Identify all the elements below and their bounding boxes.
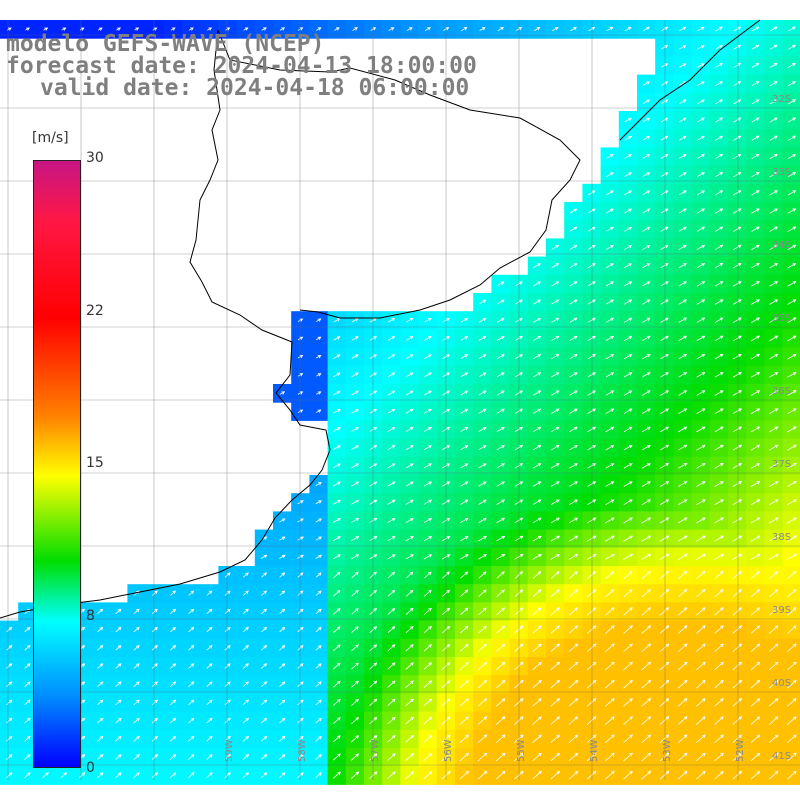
colorbar-tick-15: 15 bbox=[86, 455, 104, 471]
colorbar-tick-0: 0 bbox=[86, 760, 95, 776]
lon-label: 56W bbox=[443, 739, 454, 762]
forecast-date: forecast date: 2024-04-13 18:00:00 bbox=[6, 53, 477, 79]
colorbar-tick-30: 30 bbox=[86, 150, 104, 166]
lat-label: 41S bbox=[772, 751, 791, 762]
valid-date: valid date: 2024-04-18 06:00:00 bbox=[40, 75, 470, 101]
lat-label: 39S bbox=[772, 605, 791, 616]
lon-label: 55W bbox=[516, 739, 527, 762]
lon-label: 54W bbox=[589, 739, 600, 762]
lat-label: 36S bbox=[772, 386, 791, 397]
lon-label: 57W bbox=[370, 739, 381, 762]
colorbar-tick-22: 22 bbox=[86, 303, 104, 319]
colorbar bbox=[33, 160, 81, 768]
lat-label: 37S bbox=[772, 459, 791, 470]
lat-lon-grid bbox=[0, 20, 800, 780]
lat-label: 35S bbox=[772, 313, 791, 324]
lat-label: 32S bbox=[772, 94, 791, 105]
colorbar-units: [m/s] bbox=[32, 130, 69, 146]
model-title: modelo GEFS-WAVE (NCEP) bbox=[6, 31, 325, 57]
lat-label: 40S bbox=[772, 678, 791, 689]
coastline-east bbox=[217, 29, 581, 319]
coastline-north bbox=[619, 19, 761, 141]
lat-label: 33S bbox=[772, 167, 791, 178]
wind-speed-field bbox=[0, 20, 800, 785]
colorbar-tick-8: 8 bbox=[86, 608, 95, 624]
lon-label: 59W bbox=[224, 739, 235, 762]
lon-label: 58W bbox=[297, 739, 308, 762]
lat-label: 34S bbox=[772, 240, 791, 251]
lon-label: 52W bbox=[735, 739, 746, 762]
lon-label: 53W bbox=[662, 739, 673, 762]
lat-label: 38S bbox=[772, 532, 791, 543]
coastline-west bbox=[0, 29, 331, 619]
